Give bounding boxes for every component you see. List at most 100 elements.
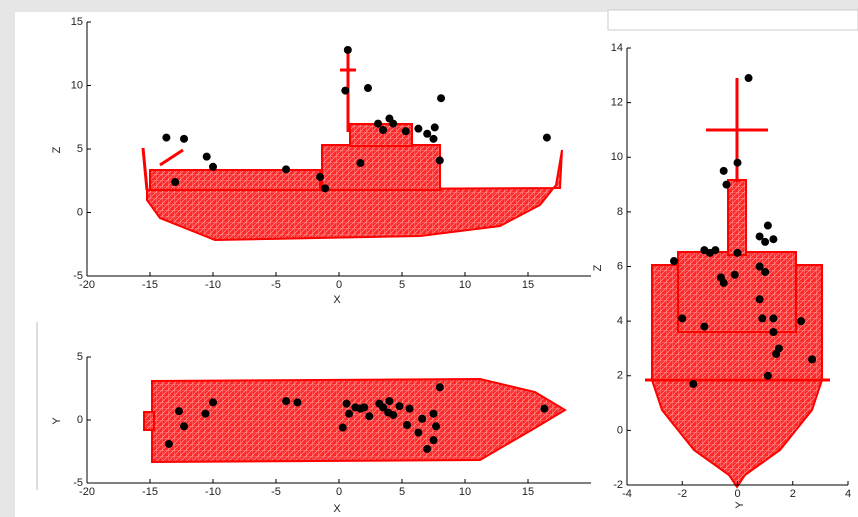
x-tick-label: 2 bbox=[790, 488, 796, 500]
x-axis-label: X bbox=[333, 294, 341, 306]
data-point bbox=[356, 159, 364, 167]
x-tick-label: -15 bbox=[142, 279, 158, 291]
data-point bbox=[395, 402, 403, 410]
data-point bbox=[764, 222, 772, 230]
x-tick-label: 5 bbox=[399, 279, 405, 291]
data-point bbox=[406, 405, 414, 413]
data-point bbox=[209, 163, 217, 171]
data-point bbox=[414, 429, 422, 437]
data-point bbox=[423, 130, 431, 138]
data-point bbox=[722, 181, 730, 189]
data-point bbox=[321, 184, 329, 192]
data-point bbox=[345, 410, 353, 418]
gray-strip bbox=[0, 0, 140, 12]
x-tick-label: -2 bbox=[677, 488, 687, 500]
data-point bbox=[734, 249, 742, 257]
data-point bbox=[769, 314, 777, 322]
data-point bbox=[436, 156, 444, 164]
data-point bbox=[769, 328, 777, 336]
data-point bbox=[436, 383, 444, 391]
x-tick-label: 10 bbox=[459, 279, 471, 291]
data-point bbox=[418, 415, 426, 423]
x-tick-label: 0 bbox=[734, 488, 740, 500]
data-point bbox=[430, 436, 438, 444]
data-point bbox=[734, 159, 742, 167]
data-point bbox=[282, 165, 290, 173]
data-point bbox=[384, 408, 392, 416]
data-point bbox=[775, 344, 783, 352]
data-point bbox=[389, 120, 397, 128]
x-axis-label: Y bbox=[734, 501, 746, 509]
data-point bbox=[165, 440, 173, 448]
toolbar-box bbox=[608, 10, 858, 30]
y-tick-label: 10 bbox=[611, 151, 623, 163]
x-tick-label: 15 bbox=[522, 279, 534, 291]
data-point bbox=[171, 178, 179, 186]
data-point bbox=[203, 153, 211, 161]
data-point bbox=[316, 173, 324, 181]
y-tick-label: -2 bbox=[613, 479, 623, 491]
y-tick-label: 14 bbox=[611, 42, 623, 54]
x-tick-label: 0 bbox=[336, 486, 342, 498]
data-point bbox=[431, 123, 439, 131]
x-tick-label: 10 bbox=[459, 486, 471, 498]
y-tick-label: -5 bbox=[73, 477, 83, 489]
x-tick-label: -5 bbox=[271, 486, 281, 498]
data-point bbox=[543, 134, 551, 142]
y-axis-label: Z bbox=[592, 264, 604, 271]
y-axis-label: Y bbox=[51, 417, 63, 425]
y-tick-label: 4 bbox=[617, 315, 623, 327]
data-point bbox=[402, 127, 410, 135]
data-point bbox=[720, 279, 728, 287]
x-axis-label: X bbox=[333, 503, 341, 515]
figure: -20-15-10-5051015-5051015XZ-20-15-10-505… bbox=[0, 0, 858, 517]
data-point bbox=[414, 125, 422, 133]
data-point bbox=[385, 397, 393, 405]
data-point bbox=[423, 445, 431, 453]
x-tick-label: 5 bbox=[399, 486, 405, 498]
y-tick-label: 0 bbox=[77, 414, 83, 426]
data-point bbox=[764, 372, 772, 380]
x-tick-label: 15 bbox=[522, 486, 534, 498]
y-tick-label: 5 bbox=[77, 143, 83, 155]
data-point bbox=[293, 398, 301, 406]
y-tick-label: -5 bbox=[73, 270, 83, 282]
x-tick-label: 4 bbox=[845, 488, 851, 500]
data-point bbox=[180, 422, 188, 430]
data-point bbox=[769, 235, 777, 243]
y-tick-label: 8 bbox=[617, 206, 623, 218]
x-tick-label: 0 bbox=[336, 279, 342, 291]
data-point bbox=[678, 314, 686, 322]
data-point bbox=[761, 268, 769, 276]
data-point bbox=[162, 134, 170, 142]
x-tick-label: -10 bbox=[205, 279, 221, 291]
data-point bbox=[339, 424, 347, 432]
y-axis-label: Z bbox=[51, 146, 63, 153]
y-tick-label: 12 bbox=[611, 97, 623, 109]
data-point bbox=[432, 422, 440, 430]
data-point bbox=[201, 410, 209, 418]
data-point bbox=[670, 257, 678, 265]
y-tick-label: 10 bbox=[71, 79, 83, 91]
data-point bbox=[797, 317, 805, 325]
data-point bbox=[365, 412, 373, 420]
data-point bbox=[175, 407, 183, 415]
data-point bbox=[364, 84, 372, 92]
data-point bbox=[437, 94, 445, 102]
x-tick-label: -15 bbox=[142, 486, 158, 498]
data-point bbox=[706, 249, 714, 257]
data-point bbox=[808, 355, 816, 363]
data-point bbox=[689, 380, 697, 388]
x-tick-label: -5 bbox=[271, 279, 281, 291]
data-point bbox=[430, 135, 438, 143]
y-tick-label: 15 bbox=[71, 16, 83, 28]
data-point bbox=[700, 323, 708, 331]
data-point bbox=[379, 126, 387, 134]
data-point bbox=[758, 314, 766, 322]
data-point bbox=[343, 400, 351, 408]
y-tick-label: 0 bbox=[617, 424, 623, 436]
data-point bbox=[761, 238, 769, 246]
data-point bbox=[756, 295, 764, 303]
y-tick-label: 5 bbox=[77, 351, 83, 363]
data-point bbox=[180, 135, 188, 143]
